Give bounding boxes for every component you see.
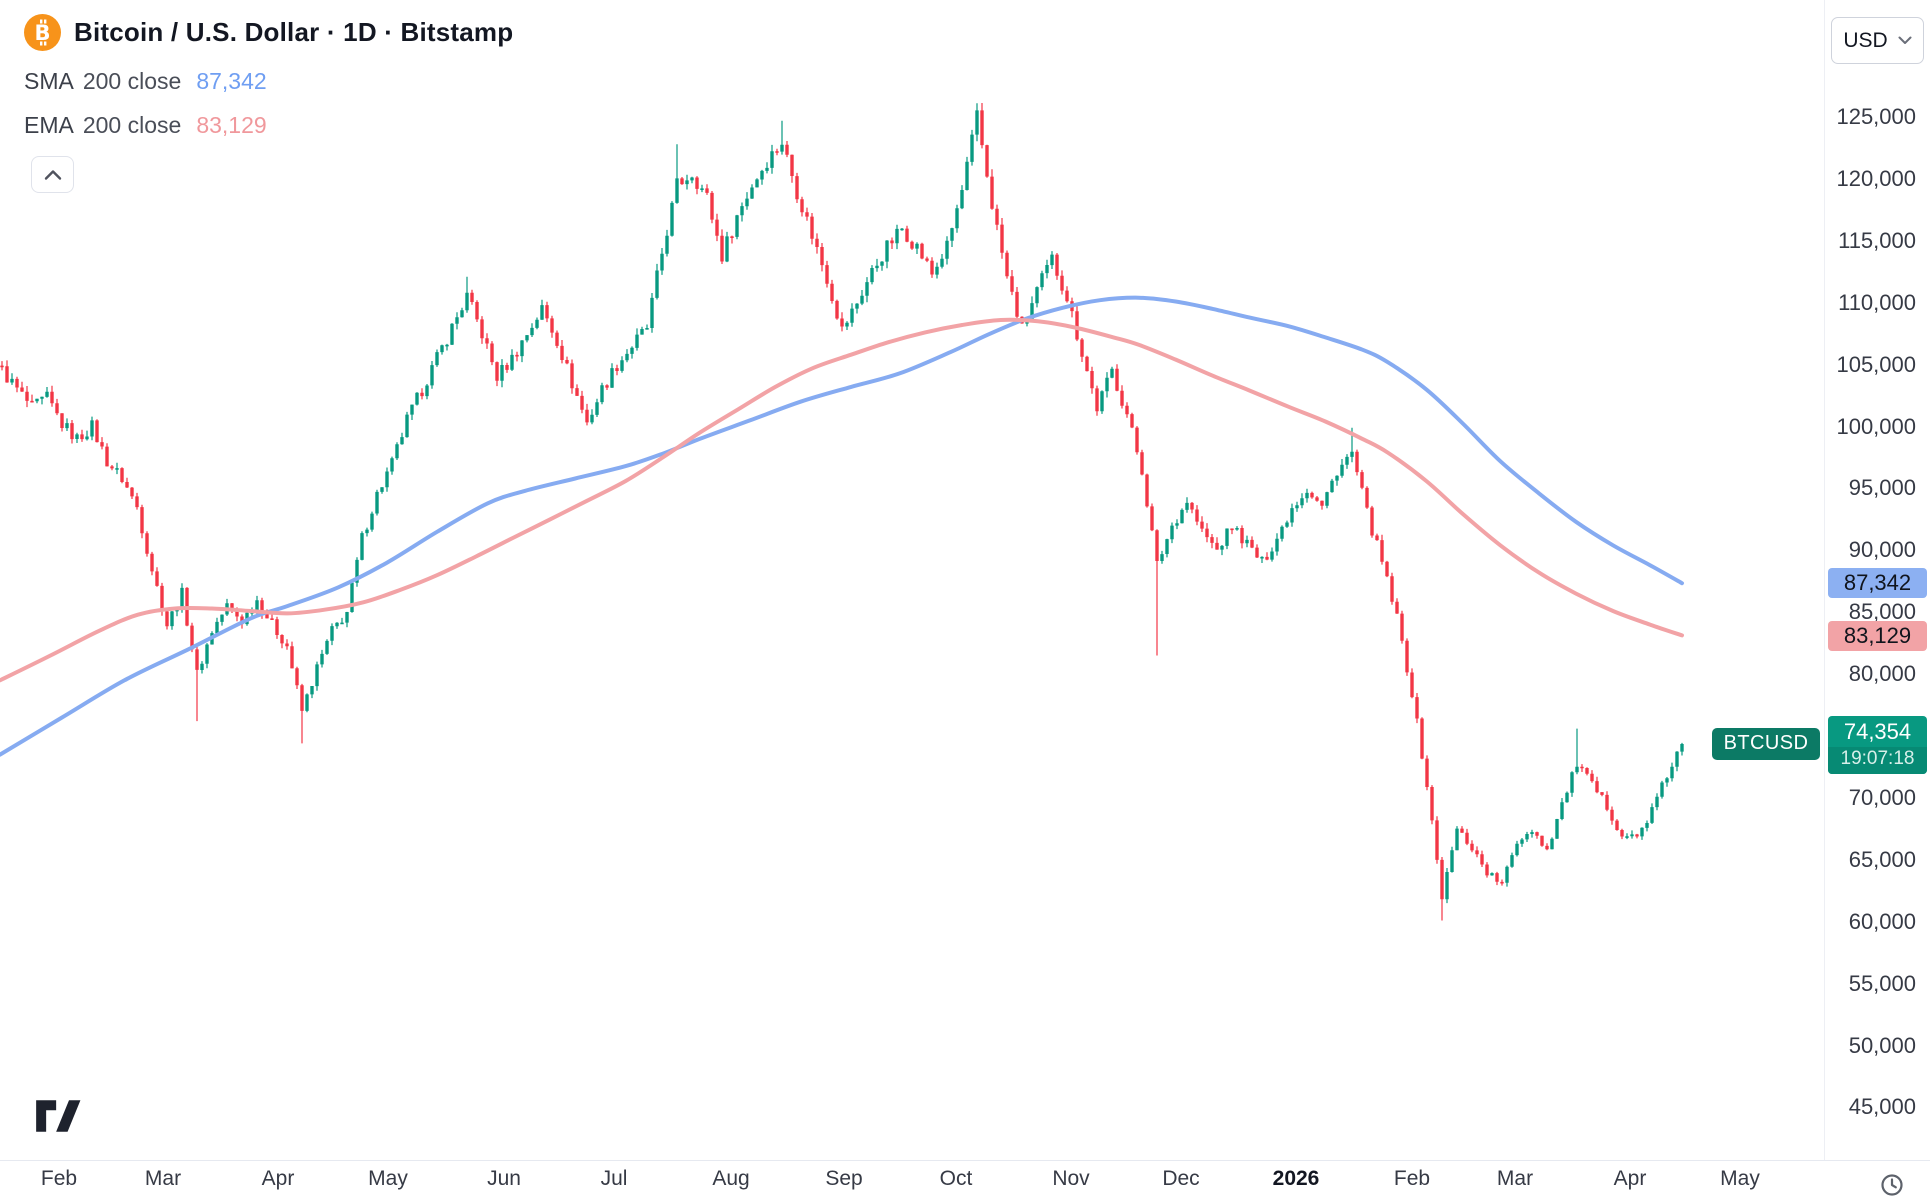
time-tick-label: Feb bbox=[40, 1167, 78, 1190]
clock-icon-glyph bbox=[1881, 1174, 1903, 1196]
time-tick-label: Mar bbox=[144, 1167, 182, 1190]
time-tick-label: Nov bbox=[1052, 1167, 1090, 1190]
ema-price-badge-text: 83,129 bbox=[1843, 623, 1912, 649]
up-candle-wicks bbox=[11, 103, 1683, 904]
clock-icon[interactable] bbox=[1878, 1172, 1906, 1197]
svg-text:B: B bbox=[34, 21, 50, 45]
last-price-badge: 74,354 19:07:18 bbox=[1828, 715, 1927, 774]
tradingview-logo-glyph bbox=[36, 1100, 81, 1132]
price-tick-label: 110,000 bbox=[1838, 289, 1916, 315]
currency-selector-value: USD bbox=[1843, 28, 1888, 52]
legend-collapse-button[interactable] bbox=[31, 156, 74, 193]
time-tick-label: Apr bbox=[261, 1167, 295, 1190]
time-tick-label: Apr bbox=[1613, 1167, 1647, 1190]
indicator-sma-value: 87,342 bbox=[196, 68, 267, 94]
price-tick-label: 60,000 bbox=[1848, 908, 1916, 934]
time-tick-label: May bbox=[1720, 1167, 1760, 1190]
indicator-row-sma[interactable]: SMA 200 close 87,342 bbox=[24, 68, 513, 95]
time-axis-separator bbox=[0, 1160, 1930, 1161]
time-tick-label: Jun bbox=[487, 1167, 521, 1190]
indicator-sma-params: 200 close bbox=[82, 68, 182, 94]
tradingview-logo[interactable] bbox=[33, 1096, 85, 1136]
price-tick-label: 95,000 bbox=[1848, 475, 1916, 501]
price-tick-label: 45,000 bbox=[1848, 1094, 1916, 1120]
down-candle-wicks bbox=[1, 103, 1638, 921]
time-tick-label: Oct bbox=[939, 1167, 973, 1190]
indicator-ema-value: 83,129 bbox=[196, 112, 267, 138]
last-price-value: 74,354 bbox=[1843, 718, 1912, 744]
price-tick-label: 55,000 bbox=[1848, 970, 1916, 996]
time-tick-label: May bbox=[368, 1167, 408, 1190]
price-tick-label: 65,000 bbox=[1848, 846, 1916, 872]
currency-selector[interactable]: USD bbox=[1831, 17, 1924, 64]
price-tick-label: 90,000 bbox=[1848, 537, 1916, 563]
time-tick-label: Feb bbox=[1393, 1167, 1431, 1190]
time-axis[interactable]: Feb Mar Apr May Jun Jul Aug Sep Oct Nov Dec 2026 Feb… bbox=[0, 1161, 1930, 1197]
chevron-down-icon bbox=[1898, 36, 1912, 44]
down-candle-bodies bbox=[0, 110, 1639, 900]
price-tick-label: 80,000 bbox=[1848, 661, 1916, 687]
ema-line bbox=[0, 317, 1684, 683]
price-tick-label: 85,000 bbox=[1848, 599, 1916, 625]
indicator-ema-params: 200 close bbox=[82, 112, 182, 138]
price-tick-label: 70,000 bbox=[1848, 784, 1916, 810]
price-tick-label: 120,000 bbox=[1836, 165, 1916, 191]
price-tick-label: 125,000 bbox=[1836, 104, 1916, 129]
price-axis-separator bbox=[1824, 0, 1825, 1160]
time-tick-label: Aug bbox=[712, 1167, 750, 1190]
up-candle-bodies bbox=[10, 110, 1684, 900]
symbol-title-row[interactable]: B Bitcoin / U.S. Dollar · 1D · Bitstamp bbox=[24, 14, 513, 51]
sma-price-badge: 87,342 bbox=[1828, 568, 1927, 599]
time-tick-label: Mar bbox=[1496, 1167, 1534, 1190]
time-tick-label: Sep bbox=[825, 1167, 863, 1190]
price-tick-label: 115,000 bbox=[1838, 227, 1916, 253]
indicator-sma-name: SMA bbox=[24, 68, 74, 94]
ema-price-badge: 83,129 bbox=[1828, 621, 1927, 652]
time-tick-label: 2026 bbox=[1272, 1167, 1320, 1190]
chart-legend: B Bitcoin / U.S. Dollar · 1D · Bitstamp … bbox=[24, 14, 513, 193]
indicator-row-ema[interactable]: EMA 200 close 83,129 bbox=[24, 112, 513, 139]
price-tick-label: 105,000 bbox=[1836, 351, 1916, 377]
bitcoin-icon: B bbox=[24, 14, 61, 51]
symbol-axis-tag-text: BTCUSD bbox=[1723, 732, 1809, 755]
sma-line bbox=[0, 295, 1684, 757]
time-tick-label: Jul bbox=[600, 1167, 628, 1190]
time-tick-label: Dec bbox=[1162, 1167, 1200, 1190]
price-tick-label: 100,000 bbox=[1836, 413, 1916, 439]
symbol-axis-tag: BTCUSD bbox=[1712, 727, 1820, 760]
indicator-ema-name: EMA bbox=[24, 112, 74, 138]
chevron-up-icon bbox=[44, 169, 61, 180]
symbol-title: Bitcoin / U.S. Dollar · 1D · Bitstamp bbox=[74, 17, 514, 47]
price-tick-label: 50,000 bbox=[1848, 1032, 1916, 1058]
bar-countdown: 19:07:18 bbox=[1828, 746, 1927, 774]
bitcoin-b-glyph: B bbox=[34, 19, 51, 46]
sma-price-badge-text: 87,342 bbox=[1843, 570, 1912, 596]
